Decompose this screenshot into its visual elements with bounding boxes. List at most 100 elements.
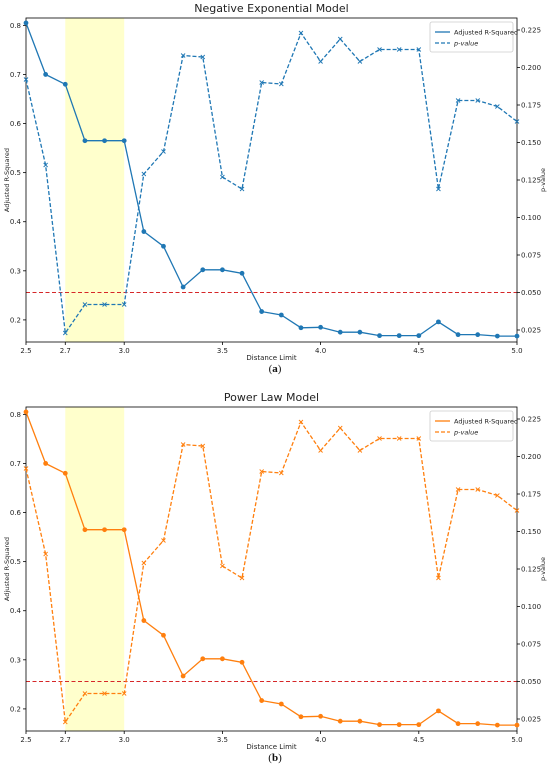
chart0-point-r-squared: [220, 267, 225, 273]
chart1-point-p-value: [259, 469, 264, 474]
chart1-x-tick-label: 5.0: [511, 736, 522, 744]
chart0-legend-label-p-value: p-value: [453, 40, 478, 48]
chart1-y-tick-label: 0.3: [10, 656, 21, 664]
chart0-point-p-value: [200, 54, 206, 60]
chart0-y2-tick-label: 0.075: [521, 252, 541, 260]
chart1-x-tick-label: 4.0: [315, 736, 326, 744]
chart1-point-r-squared: [318, 713, 323, 719]
chart0-point-r-squared: [200, 267, 206, 273]
chart0-highlight-band: [65, 18, 125, 342]
chart0-y2-tick-label: 0.150: [521, 139, 541, 147]
chart1-point-p-value: [161, 538, 166, 543]
chart1-point-p-value: [318, 448, 323, 453]
chart0-point-p-value: [259, 80, 264, 85]
chart0-y-tick-label: 0.2: [10, 316, 21, 324]
chart1-point-p-value: [436, 575, 441, 581]
chart1-point-r-squared: [200, 656, 206, 662]
chart0-point-r-squared: [514, 333, 520, 339]
chart0-x-tick-label: 3.5: [217, 347, 228, 355]
chart-negative-exponential: Negative Exponential Model 2.5 2.7 3.0 3.5 4.…: [3, 2, 547, 360]
chart1-point-p-value: [239, 575, 245, 581]
chart1-point-r-squared: [475, 721, 481, 727]
chart0-point-r-squared: [357, 329, 363, 335]
chart1-legend-box: [429, 410, 514, 442]
chart1-point-r-squared: [102, 527, 107, 533]
chart0-point-r-squared: [377, 333, 382, 339]
chart1-point-p-value: [495, 493, 500, 498]
chart0-point-p-value: [455, 98, 461, 103]
chart1-point-p-value: [43, 551, 48, 557]
chart0-point-r-squared: [82, 138, 88, 144]
chart0-y-tick-label: 0.5: [10, 169, 21, 177]
chart0-point-r-squared: [416, 333, 422, 339]
chart0-point-r-squared: [396, 333, 402, 339]
chart1-y-tick-label: 0.5: [10, 558, 21, 566]
chart0-point-p-value: [357, 59, 363, 64]
chart1-y-tick-label: 0.6: [10, 509, 22, 517]
chart0-point-p-value: [102, 302, 107, 307]
chart1-y2-axis-label: p-value: [539, 557, 547, 581]
chart0-point-p-value: [318, 59, 323, 64]
chart1-point-p-value: [62, 719, 68, 725]
chart1-point-r-squared: [455, 721, 461, 727]
chart0-point-p-value: [82, 302, 88, 307]
chart1-x-tick-label: 2.5: [20, 736, 31, 744]
chart0-point-r-squared: [298, 325, 304, 331]
chart1-point-r-squared: [298, 714, 304, 720]
chart-panel-b: Power Law Model 2.5 2.7 3.0 3.5 4.0 4.5 5.0 0.2 0…: [0, 389, 550, 749]
caption-b-label: b: [271, 752, 279, 764]
chart0-point-p-value: [62, 330, 68, 336]
chart1-point-r-squared: [377, 722, 382, 728]
chart0-point-r-squared: [278, 312, 284, 318]
chart0-title: Negative Exponential Model: [194, 2, 348, 15]
chart1-y2-tick-label: 0.100: [521, 603, 541, 611]
chart1-y-tick-label: 0.8: [10, 411, 21, 419]
chart0-x-axis-label: Distance Limit: [246, 354, 296, 360]
chart0-point-p-value: [436, 186, 441, 192]
caption-a: (a): [268, 363, 282, 375]
chart0-point-p-value: [337, 36, 343, 42]
chart0-point-r-squared: [436, 319, 441, 325]
chart1-y2-tick-label: 0.125: [521, 566, 541, 574]
chart0-point-r-squared: [180, 284, 186, 290]
chart1-point-p-value: [475, 487, 481, 492]
chart0-point-r-squared: [141, 229, 147, 234]
chart0-y2-tick-label: 0.175: [521, 102, 541, 110]
chart1-point-p-value: [82, 691, 88, 696]
chart0-point-p-value: [279, 81, 284, 87]
chart0-point-p-value: [141, 171, 147, 177]
chart1-point-p-value: [200, 443, 206, 449]
chart0-point-r-squared: [23, 20, 29, 26]
chart0-point-p-value: [514, 119, 520, 124]
chart1-x-axis-label: Distance Limit: [246, 743, 296, 749]
chart0-point-r-squared: [475, 332, 481, 338]
chart1-point-p-value: [337, 425, 343, 431]
chart0-point-p-value: [475, 98, 481, 103]
chart0-point-p-value: [180, 53, 186, 58]
caption-b: (b): [268, 752, 282, 764]
chart0-x-tick-label: 2.5: [20, 347, 31, 355]
chart0-y-axis-label: Adjusted R-Squared: [3, 148, 11, 212]
chart1-y-tick-label: 0.2: [10, 705, 21, 713]
chart1-point-p-value: [396, 436, 402, 441]
chart1-x-tick-label: 3.0: [119, 736, 130, 744]
chart0-point-p-value: [23, 77, 29, 82]
chart0-point-r-squared: [121, 138, 127, 144]
chart1-point-r-squared: [82, 527, 88, 533]
chart1-point-p-value: [141, 560, 147, 566]
chart1-point-r-squared: [121, 527, 127, 533]
chart0-point-r-squared: [337, 329, 343, 335]
chart1-y-tick-label: 0.4: [10, 607, 22, 615]
chart1-x-tick-label: 2.7: [60, 736, 71, 744]
chart0-series-line-p-value: [25, 31, 518, 335]
chart0-point-r-squared: [455, 332, 461, 338]
chart0-y2-axis-label: p-value: [539, 168, 547, 192]
chart0-point-p-value: [220, 174, 225, 180]
chart1-point-r-squared: [220, 656, 225, 662]
chart1-point-p-value: [298, 419, 304, 425]
chart1-point-p-value: [416, 436, 422, 441]
chart1-point-r-squared: [180, 673, 186, 679]
chart1-point-p-value: [455, 487, 461, 492]
chart1-x-tick-label: 3.5: [217, 736, 228, 744]
chart0-point-r-squared: [239, 270, 245, 276]
